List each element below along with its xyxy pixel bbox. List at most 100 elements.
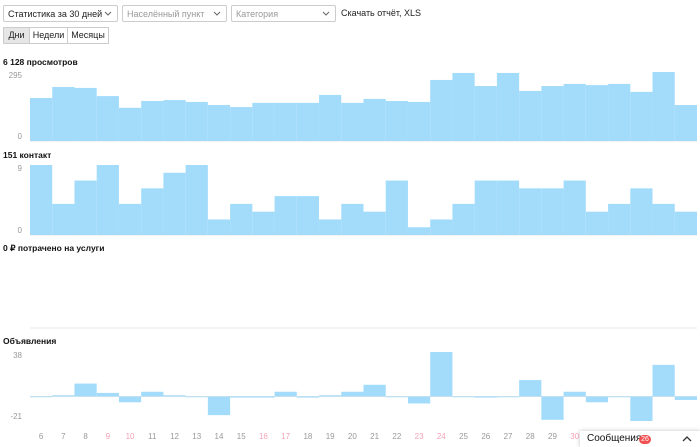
chevron <box>104 11 112 16</box>
bar <box>207 104 231 141</box>
bar <box>185 165 208 235</box>
bar <box>141 101 164 141</box>
bar <box>185 101 208 141</box>
bar <box>296 102 320 141</box>
bar <box>541 86 564 141</box>
x-tick-label: 12 <box>170 432 179 441</box>
chart-title: 151 контакт <box>3 150 51 160</box>
x-tick-label: 16 <box>259 432 268 441</box>
bar <box>541 188 564 235</box>
period-select[interactable]: Статистика за 30 дней <box>3 5 118 22</box>
bar <box>474 180 497 235</box>
city-text: Населённый пункт <box>127 9 205 19</box>
bar <box>519 188 542 235</box>
bar <box>230 203 253 235</box>
x-tick-label: 29 <box>548 432 557 441</box>
x-tick-label: 27 <box>504 432 513 441</box>
bar <box>163 100 186 141</box>
x-tick-label: 18 <box>303 432 312 441</box>
bar <box>541 396 564 420</box>
messages-panel[interactable]: Сообщения 26 <box>580 431 700 447</box>
category-text: Категория <box>236 9 279 19</box>
bar <box>652 72 675 141</box>
chevron-up <box>682 436 692 442</box>
bar <box>96 165 119 235</box>
y-tick-label: 38 <box>13 351 22 360</box>
bar <box>630 91 653 141</box>
bar <box>30 396 53 398</box>
x-tick-label: 7 <box>61 432 66 441</box>
bar <box>652 364 675 397</box>
bar <box>230 107 253 141</box>
bar <box>563 83 586 141</box>
x-tick-label: 24 <box>437 432 446 441</box>
bar <box>563 180 586 235</box>
category-select[interactable]: Категория <box>231 5 336 22</box>
y-tick-label: 295 <box>9 71 23 80</box>
bar <box>608 83 631 141</box>
bar <box>319 94 342 141</box>
bar <box>207 396 231 416</box>
bar <box>585 396 609 403</box>
bar <box>141 391 164 397</box>
bar <box>363 98 386 141</box>
bar <box>385 101 408 141</box>
bar <box>118 107 142 141</box>
bar <box>96 96 119 141</box>
download-link[interactable]: Скачать отчёт, XLS <box>341 8 422 18</box>
x-tick-label: 15 <box>237 432 246 441</box>
bar <box>118 203 142 235</box>
bar <box>474 86 497 141</box>
bar <box>252 396 275 398</box>
bar <box>118 396 142 403</box>
bar <box>652 203 675 235</box>
bar <box>519 380 542 397</box>
x-tick-label: 19 <box>326 432 335 441</box>
bar <box>608 203 631 235</box>
bar <box>252 211 275 235</box>
bar <box>407 396 431 404</box>
x-tick-label: 30 <box>570 432 579 441</box>
bar <box>341 391 364 397</box>
bar <box>341 203 364 235</box>
bar <box>274 102 297 141</box>
bar <box>341 102 364 141</box>
x-tick-label: 13 <box>192 432 201 441</box>
bar <box>363 211 386 235</box>
bar <box>96 392 119 397</box>
bar <box>385 396 408 398</box>
bar <box>585 211 609 235</box>
bar <box>252 102 275 141</box>
bar <box>52 203 75 235</box>
bar <box>319 219 342 235</box>
bar <box>519 90 542 141</box>
y-tick-label: 0 <box>18 226 23 235</box>
bar <box>385 180 408 235</box>
bar <box>230 396 253 398</box>
messages-label: Сообщения <box>587 433 642 444</box>
bar <box>30 97 53 141</box>
bar <box>74 87 97 141</box>
x-tick-label: 22 <box>392 432 401 441</box>
x-tick-label: 14 <box>215 432 224 441</box>
city-select[interactable]: Населённый пункт <box>122 5 227 22</box>
bar <box>585 85 609 141</box>
bar <box>407 227 431 235</box>
x-tick-label: 9 <box>106 432 111 441</box>
bar <box>319 395 342 397</box>
bar <box>608 396 631 398</box>
x-tick-label: 17 <box>281 432 290 441</box>
bar <box>163 172 186 235</box>
bar <box>52 86 75 141</box>
bar <box>630 188 653 235</box>
tab[interactable]: Месяцы <box>67 27 109 44</box>
bar <box>52 395 75 397</box>
tab[interactable]: Дни <box>3 27 30 44</box>
chart-title: 0 ₽ потрачено на услуги <box>3 243 104 253</box>
bar <box>185 396 208 398</box>
bar <box>363 384 386 397</box>
bar <box>452 72 475 141</box>
bar <box>474 396 497 398</box>
